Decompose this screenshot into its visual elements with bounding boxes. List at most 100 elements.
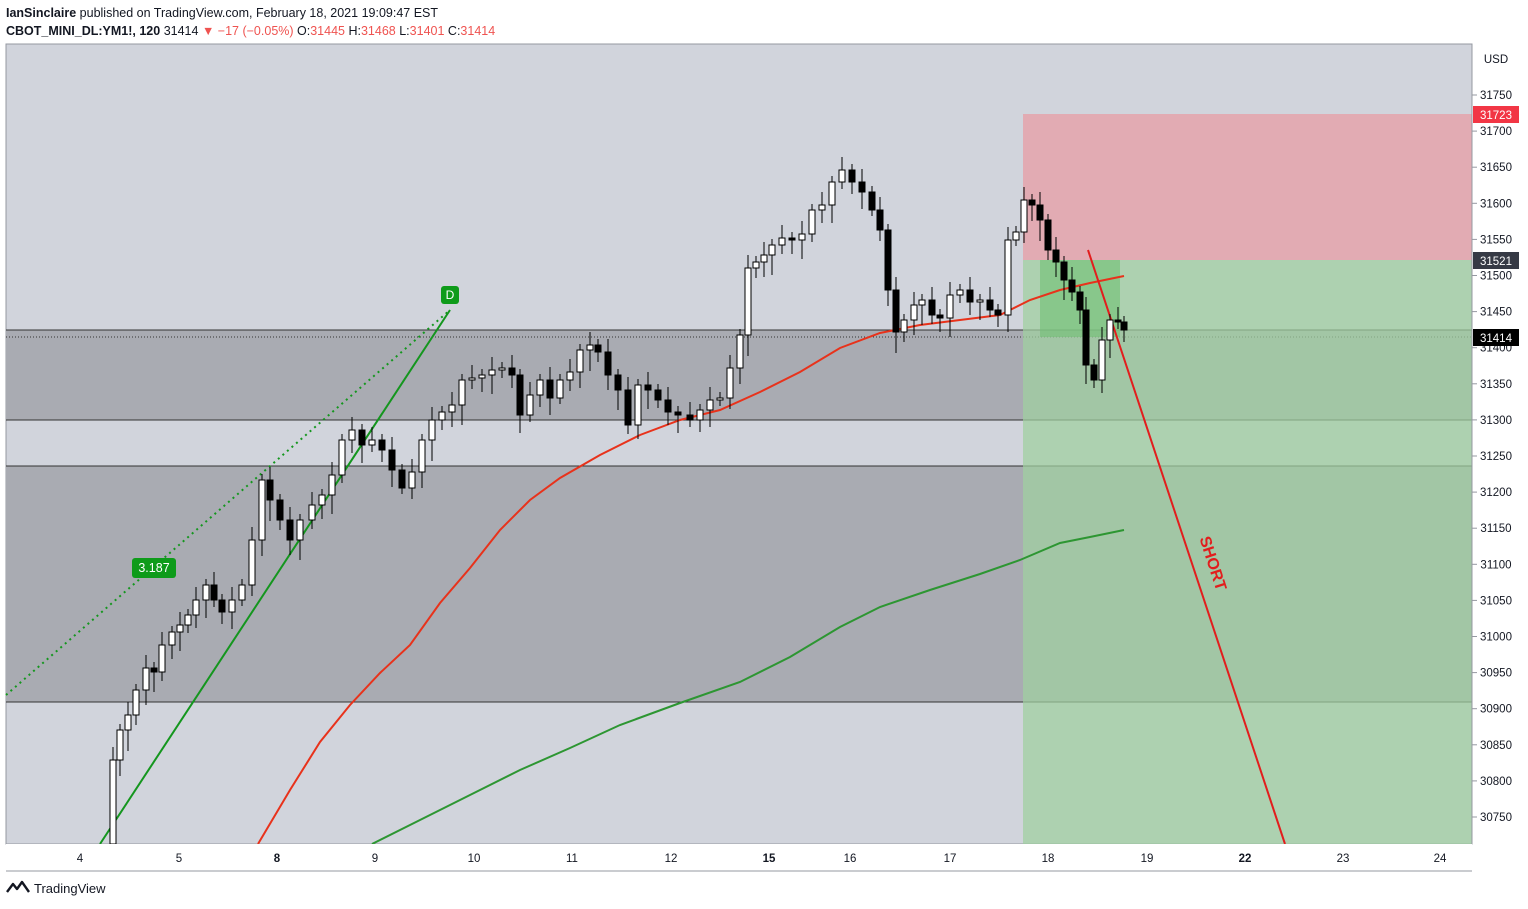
- candle-body[interactable]: [686, 414, 694, 421]
- candle-body[interactable]: [368, 439, 376, 446]
- candle-body[interactable]: [1036, 204, 1044, 221]
- candle-body[interactable]: [768, 244, 776, 256]
- candle-body[interactable]: [248, 539, 256, 586]
- candle-body[interactable]: [132, 689, 140, 716]
- candle-body[interactable]: [848, 169, 856, 183]
- candle-body[interactable]: [884, 229, 892, 291]
- candle-body[interactable]: [900, 319, 908, 333]
- candle-body[interactable]: [1028, 199, 1036, 206]
- candle-body[interactable]: [1090, 364, 1098, 381]
- fib-value-badge[interactable]: [132, 558, 176, 578]
- candle-body[interactable]: [388, 449, 396, 471]
- candle-body[interactable]: [488, 369, 496, 376]
- candle-body[interactable]: [1060, 261, 1068, 281]
- candle-body[interactable]: [1004, 239, 1012, 316]
- candle-body[interactable]: [150, 667, 158, 673]
- symbol-label[interactable]: CBOT_MINI_DL:YM1!, 120: [6, 24, 161, 38]
- candle-body[interactable]: [838, 169, 846, 183]
- candle-body[interactable]: [956, 289, 964, 296]
- candle-body[interactable]: [858, 181, 866, 193]
- candle-body[interactable]: [1120, 321, 1128, 331]
- candle-body[interactable]: [318, 494, 326, 506]
- candle-body[interactable]: [876, 209, 884, 231]
- candle-body[interactable]: [752, 261, 760, 269]
- candle-body[interactable]: [276, 499, 284, 521]
- candle-body[interactable]: [526, 394, 534, 416]
- price-axis[interactable]: [1472, 44, 1528, 844]
- candle-body[interactable]: [892, 289, 900, 333]
- candle-body[interactable]: [566, 371, 574, 381]
- candle-body[interactable]: [158, 644, 166, 673]
- candle-body[interactable]: [1106, 319, 1114, 341]
- candle-body[interactable]: [976, 299, 984, 303]
- candle-body[interactable]: [778, 237, 786, 246]
- candle-body[interactable]: [516, 374, 524, 416]
- candle-body[interactable]: [1052, 249, 1060, 263]
- candle-body[interactable]: [258, 479, 266, 541]
- candle-body[interactable]: [576, 349, 584, 373]
- fib-extension-line[interactable]: [5, 309, 451, 696]
- candle-body[interactable]: [716, 397, 724, 401]
- candle-body[interactable]: [994, 309, 1002, 316]
- candle-body[interactable]: [674, 411, 682, 416]
- ma-green-line[interactable]: [371, 529, 1125, 845]
- candle-body[interactable]: [202, 584, 210, 601]
- candle-body[interactable]: [418, 439, 426, 473]
- candle-body[interactable]: [1114, 319, 1122, 323]
- candle-body[interactable]: [586, 344, 594, 351]
- candle-body[interactable]: [536, 379, 544, 396]
- candle-body[interactable]: [654, 389, 662, 401]
- candle-body[interactable]: [706, 399, 714, 411]
- author-name[interactable]: IanSinclaire: [6, 6, 77, 20]
- candle-body[interactable]: [338, 439, 346, 476]
- candle-body[interactable]: [448, 404, 456, 413]
- candle-body[interactable]: [266, 479, 274, 501]
- candle-body[interactable]: [238, 584, 246, 601]
- candle-body[interactable]: [918, 299, 926, 306]
- candle-body[interactable]: [594, 344, 602, 353]
- candle-body[interactable]: [928, 299, 936, 316]
- candle-body[interactable]: [116, 729, 124, 761]
- candle-body[interactable]: [328, 474, 336, 496]
- candle-body[interactable]: [696, 409, 704, 421]
- candle-body[interactable]: [408, 471, 416, 489]
- candle-body[interactable]: [986, 299, 994, 311]
- take-profit-zone[interactable]: [1023, 260, 1472, 844]
- candle-body[interactable]: [818, 204, 826, 211]
- candle-body[interactable]: [614, 374, 622, 391]
- candle-body[interactable]: [286, 519, 294, 541]
- candle-body[interactable]: [1044, 219, 1052, 251]
- candle-body[interactable]: [868, 191, 876, 211]
- candle-body[interactable]: [798, 233, 806, 241]
- candle-body[interactable]: [936, 314, 944, 319]
- candle-body[interactable]: [468, 377, 476, 381]
- candle-body[interactable]: [556, 379, 564, 399]
- candle-body[interactable]: [176, 624, 184, 633]
- candle-body[interactable]: [736, 334, 744, 369]
- candle-body[interactable]: [1082, 309, 1090, 366]
- candle-body[interactable]: [808, 209, 816, 235]
- short-projection-line[interactable]: [1087, 249, 1286, 845]
- candle-body[interactable]: [398, 469, 406, 489]
- candlestick-series[interactable]: [109, 157, 1128, 845]
- candle-body[interactable]: [644, 384, 652, 391]
- candle-body[interactable]: [744, 267, 752, 336]
- candle-body[interactable]: [109, 759, 117, 845]
- d-marker[interactable]: [441, 286, 459, 304]
- candle-body[interactable]: [1076, 291, 1084, 311]
- candle-body[interactable]: [458, 379, 466, 406]
- candle-body[interactable]: [828, 181, 836, 206]
- candle-body[interactable]: [228, 599, 236, 613]
- candle-body[interactable]: [910, 304, 918, 321]
- candle-body[interactable]: [1020, 199, 1028, 233]
- candle-body[interactable]: [664, 399, 672, 413]
- candle-body[interactable]: [168, 631, 176, 646]
- candle-body[interactable]: [296, 519, 304, 541]
- time-axis[interactable]: [6, 844, 1472, 871]
- footer-brand[interactable]: TradingView: [6, 880, 106, 896]
- uptrend-line[interactable]: [99, 309, 451, 845]
- candle-body[interactable]: [508, 367, 516, 376]
- candle-body[interactable]: [726, 367, 734, 399]
- candle-body[interactable]: [1068, 279, 1076, 293]
